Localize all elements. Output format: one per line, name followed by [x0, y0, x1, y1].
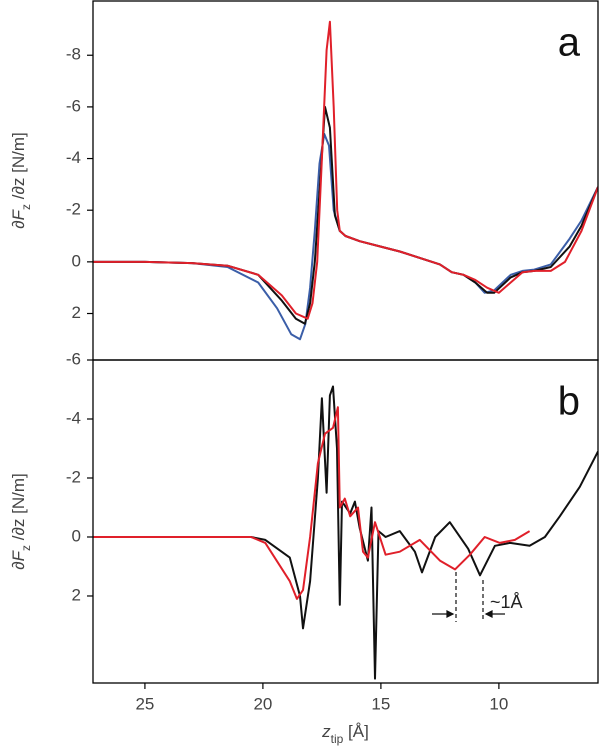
data-line — [93, 20, 598, 320]
label-part: ∂F — [9, 208, 28, 228]
interval-marker — [432, 572, 505, 622]
x-tick-label: 25 — [135, 694, 154, 713]
y-tick-label: -2 — [66, 467, 81, 486]
y-tick-label: -8 — [66, 45, 81, 64]
x-tick-label: 15 — [371, 694, 390, 713]
y-axis-label: ∂Fz /∂z [N/m] — [9, 132, 33, 228]
y-tick-label: -4 — [66, 408, 81, 427]
panel-label: a — [558, 21, 581, 65]
plot-frame — [92, 0, 599, 361]
annotation: ~1Å — [490, 592, 523, 612]
plot-frame — [92, 359, 599, 684]
y-tick-label: -6 — [66, 349, 81, 368]
x-tick-label: 20 — [253, 694, 272, 713]
y-tick-label: 2 — [72, 303, 81, 322]
x-axis-label: ztip [Å] — [321, 722, 369, 746]
label-part: z — [19, 545, 33, 551]
y-tick-label: -4 — [66, 148, 81, 167]
data-line — [93, 385, 598, 680]
y-axis-label: ∂Fz /∂z [N/m] — [9, 473, 33, 569]
panel-label: b — [558, 380, 580, 424]
y-tick-label: -2 — [66, 200, 81, 219]
y-tick-label: -6 — [66, 96, 81, 115]
label-part: /∂z [N/m] — [9, 132, 28, 204]
data-line — [93, 406, 531, 600]
y-tick-label: 2 — [72, 585, 81, 604]
y-tick-label: 0 — [72, 526, 81, 545]
label-part: /∂z [N/m] — [9, 473, 28, 545]
label-part: z — [321, 722, 331, 741]
label-part: [Å] — [343, 722, 369, 741]
label-part: z — [19, 204, 33, 210]
y-tick-label: 0 — [72, 251, 81, 270]
label-part: ∂F — [9, 549, 28, 569]
data-line — [93, 105, 598, 325]
x-tick-label: 10 — [489, 694, 508, 713]
label-part: tip — [331, 732, 344, 746]
